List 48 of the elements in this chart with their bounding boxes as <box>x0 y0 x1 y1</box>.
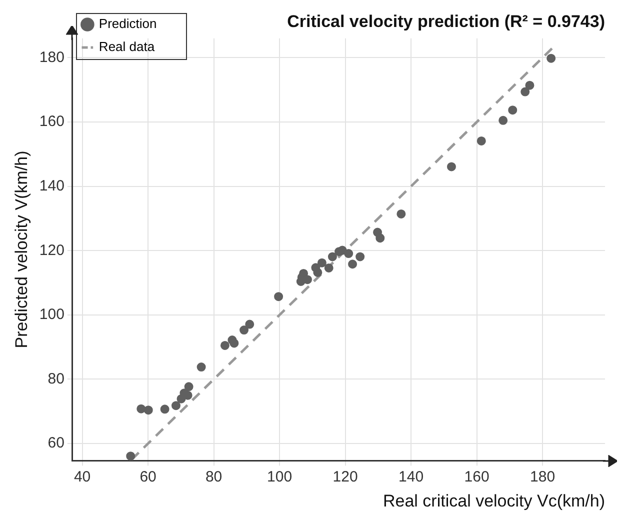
y-tick-label: 100 <box>39 306 64 324</box>
point <box>245 320 254 329</box>
x-tick-label: 180 <box>530 468 556 486</box>
x-tick-label: 160 <box>464 468 490 486</box>
x-tick-label: 120 <box>332 468 358 486</box>
point <box>184 382 194 392</box>
point <box>324 263 334 272</box>
point <box>126 452 136 461</box>
point <box>525 80 534 90</box>
point <box>356 252 365 262</box>
point <box>274 292 284 302</box>
point <box>240 326 249 335</box>
y-axis-title: Predicted velocity V(km/h) <box>12 150 31 348</box>
point <box>396 209 406 218</box>
legend-label: Prediction <box>98 16 157 32</box>
point <box>328 252 337 262</box>
point <box>446 162 456 172</box>
point <box>520 87 530 96</box>
y-tick-label: 180 <box>39 48 64 66</box>
y-tick-label: 80 <box>48 370 64 388</box>
point <box>376 234 385 243</box>
x-tick-label: 80 <box>205 468 222 486</box>
point <box>136 404 146 414</box>
point <box>160 404 170 414</box>
point <box>196 362 206 372</box>
point <box>348 260 358 269</box>
y-tick-label: 160 <box>39 113 64 130</box>
legend-label: Real data <box>98 39 156 54</box>
point <box>171 401 180 410</box>
point <box>508 106 518 115</box>
y-tick-label: 140 <box>39 177 64 194</box>
x-tick-label: 60 <box>140 468 156 486</box>
point <box>313 268 322 277</box>
chart-title: Critical velocity prediction (R² = 0.9743) <box>287 12 605 31</box>
point <box>317 258 326 268</box>
point <box>344 249 354 258</box>
y-tick-label: 120 <box>39 242 64 259</box>
x-tick-label: 40 <box>74 468 91 486</box>
point <box>546 54 556 63</box>
x-tick-label: 100 <box>267 468 292 486</box>
x-axis-title: Real critical velocity Vc(km/h) <box>383 491 605 510</box>
y-tick-label: 60 <box>48 434 64 452</box>
point <box>144 406 153 415</box>
x-tick-label: 140 <box>398 468 424 486</box>
point <box>498 116 508 125</box>
point <box>476 136 486 146</box>
point <box>230 338 239 348</box>
point <box>220 340 230 350</box>
